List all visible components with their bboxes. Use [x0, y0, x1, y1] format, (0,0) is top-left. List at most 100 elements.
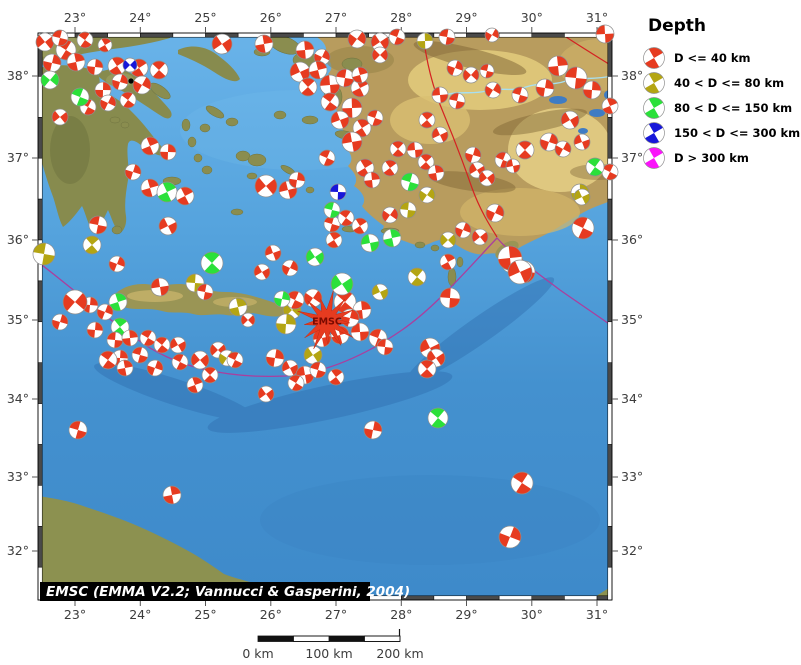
beachball-r — [351, 66, 369, 84]
beachball-g — [273, 290, 291, 308]
beachball-r — [341, 97, 363, 119]
beachball-r — [298, 77, 318, 97]
legend-item-1: 40 < D <= 80 km — [642, 70, 800, 95]
legend-item-label: 150 < D <= 300 km — [674, 125, 801, 140]
beachball-r — [454, 221, 472, 239]
beachball-b — [329, 183, 347, 201]
beachball-r — [201, 366, 219, 384]
legend-beachball-icon — [643, 71, 665, 94]
beachball-o — [371, 283, 389, 301]
beachball-r — [439, 287, 461, 309]
lat-label-right: 36° — [621, 232, 643, 247]
scale-label-200: 200 km — [376, 646, 423, 661]
beachball-r — [98, 350, 118, 370]
beachball-r — [158, 216, 178, 236]
beachball-r — [287, 374, 305, 392]
emsc-event-marker: EMSC — [297, 290, 354, 350]
beachball-r — [573, 133, 591, 151]
beachball-r — [121, 329, 139, 347]
beachball-r — [111, 73, 129, 91]
beachball-r — [464, 146, 482, 164]
beachball-r — [96, 303, 114, 321]
legend-beachball-icon — [643, 121, 665, 144]
beachball-r — [446, 59, 464, 77]
lat-label-right: 38° — [621, 68, 643, 83]
beachball-r — [140, 136, 160, 156]
beachball-r — [186, 376, 204, 394]
beachball-r — [108, 255, 126, 273]
beachball-r — [68, 420, 88, 440]
lat-label-left: 34° — [7, 391, 29, 406]
beachball-b — [643, 121, 665, 144]
beachball-g — [382, 228, 402, 248]
beachball-g — [643, 96, 665, 119]
beachball-r — [86, 321, 104, 339]
legend-beachball-icon — [643, 46, 665, 69]
beachball-r — [116, 359, 134, 377]
beachball-r — [601, 97, 619, 115]
lon-label-bottom: 26° — [260, 607, 282, 622]
beachball-r — [146, 359, 164, 377]
fault-line-turkey — [422, 33, 498, 238]
beachball-r — [350, 78, 370, 98]
beachball-r — [547, 55, 569, 77]
lat-label-right: 32° — [621, 543, 643, 558]
lon-label-bottom: 31° — [586, 607, 608, 622]
beachball-r — [265, 348, 285, 368]
lon-label-bottom: 30° — [521, 607, 543, 622]
beachball-r — [107, 56, 127, 76]
beachball-g — [156, 181, 178, 203]
beachball-r — [76, 31, 94, 49]
beachball-o — [82, 235, 102, 255]
beachball-r — [240, 312, 256, 328]
lat-label-left: 37° — [7, 150, 29, 165]
emsc-marker-label: EMSC — [312, 317, 342, 328]
beachball-r — [149, 60, 169, 80]
beachball-g — [585, 157, 605, 177]
beachball-r — [320, 92, 340, 112]
beachball-r — [381, 159, 399, 177]
beachball-r — [485, 203, 505, 223]
beachball-g — [108, 292, 128, 312]
beachball-r — [226, 351, 244, 369]
beachball-r — [448, 92, 466, 110]
beachball-r — [484, 81, 502, 99]
beachball-r — [406, 141, 424, 159]
beachball-r — [254, 174, 278, 198]
beachball-r — [498, 525, 522, 549]
beachball-r — [171, 353, 189, 371]
land-peloponnese — [38, 65, 168, 233]
axis-labels: 23° 23° 24° 24° 25° 25° 26° 26° 27° 27° 28° 28° 29° 2… — [7, 10, 643, 622]
lon-label-top: 25° — [194, 10, 216, 25]
lon-label-bottom: 28° — [390, 607, 412, 622]
lon-label-top: 28° — [390, 10, 412, 25]
beachball-o — [275, 313, 297, 335]
lat-label-left: 38° — [7, 68, 29, 83]
beachball-r — [363, 420, 383, 440]
beachball-r — [479, 63, 495, 79]
legend-title: Depth — [648, 16, 707, 36]
depth-legend: Depth D <= 40 km 40 < D <= 80 km 80 < D <=… — [642, 16, 800, 170]
beachball-r — [318, 149, 336, 167]
beachball-r — [162, 485, 182, 505]
beachball-r — [281, 259, 299, 277]
beachball-r — [97, 37, 113, 53]
beachball-r — [381, 206, 399, 224]
beachball-r — [478, 169, 496, 187]
beachball-r — [505, 158, 521, 174]
beachball-r — [335, 68, 355, 88]
beachball-g — [427, 407, 449, 429]
scale-label-0: 0 km — [242, 646, 273, 661]
beachball-o — [439, 231, 457, 249]
beachball-r — [417, 359, 437, 379]
lon-label-top: 27° — [325, 10, 347, 25]
beachball-r — [431, 86, 449, 104]
lat-label-right: 34° — [621, 391, 643, 406]
beachball-r — [371, 46, 389, 64]
beachball-r — [42, 53, 62, 73]
beachball-r — [51, 29, 69, 47]
beachball-r — [327, 368, 345, 386]
beachball-r — [341, 131, 363, 153]
beachball-r — [389, 140, 407, 158]
land-evia — [178, 46, 240, 82]
